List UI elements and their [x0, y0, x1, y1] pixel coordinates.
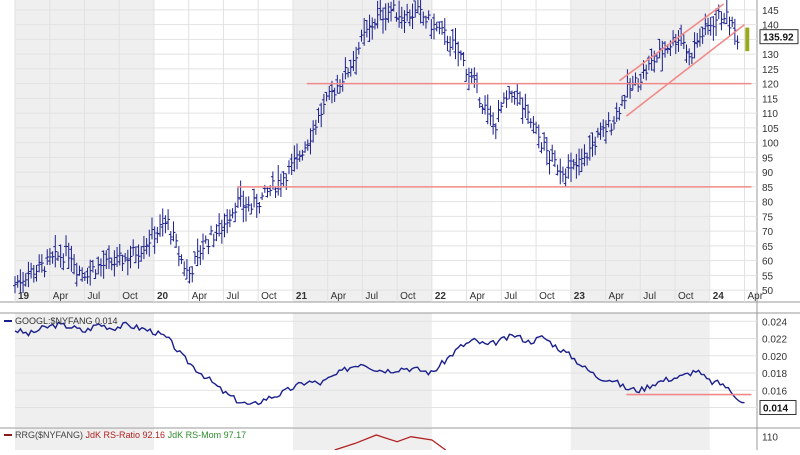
y-tick-label: 60 [762, 257, 774, 268]
y-tick-label: 140 [762, 21, 779, 32]
y-tick-label: 90 [762, 168, 774, 179]
x-tick-label: 24 [713, 291, 725, 302]
y-tick-label: 130 [762, 50, 779, 61]
channel-line [625, 24, 745, 117]
year-band [292, 428, 432, 450]
y-tick-label: 110 [762, 433, 778, 444]
y-tick-label: 55 [762, 271, 774, 282]
y-tick-label: 110 [762, 109, 778, 120]
x-tick-label: Jul [87, 291, 100, 302]
y-tick-label: 85 [762, 183, 774, 194]
legend-part: JdK RS-Ratio 92.16 [86, 430, 166, 440]
x-tick-label: Oct [400, 291, 416, 302]
legend-part: JdK RS-Mom 97.17 [168, 430, 247, 440]
x-tick-label: Jul [365, 291, 378, 302]
last-price-box [759, 29, 799, 45]
x-tick-label: Apr [331, 291, 347, 302]
x-tick-label: Jul [226, 291, 239, 302]
y-tick-label: 120 [762, 80, 779, 91]
y-tick-label: 75 [762, 212, 774, 223]
y-tick-label: 80 [762, 198, 774, 209]
relative-strength-line [14, 321, 745, 406]
x-tick-label: Oct [122, 291, 138, 302]
y-tick-label: 0.020 [762, 352, 787, 363]
x-tick-label: Apr [53, 291, 69, 302]
x-tick-label: Oct [678, 291, 694, 302]
x-tick-label: 21 [296, 291, 308, 302]
x-tick-label: Apr [192, 291, 208, 302]
y-tick-label: 100 [762, 139, 779, 150]
y-tick-label: 105 [762, 124, 779, 135]
x-tick-label: 19 [18, 291, 30, 302]
year-band [570, 428, 710, 450]
x-tick-label: 22 [435, 291, 447, 302]
y-tick-label: 0.022 [762, 335, 787, 346]
y-tick-label: 0.024 [762, 317, 787, 328]
x-tick-label: Oct [539, 291, 555, 302]
x-tick-label: Apr [470, 291, 486, 302]
y-tick-label: 125 [762, 65, 779, 76]
x-tick-label: Apr [609, 291, 625, 302]
y-tick-label: 115 [762, 94, 778, 105]
x-tick-label: Jul [643, 291, 656, 302]
year-band [570, 313, 710, 427]
last-value-label: 0.014 [763, 403, 788, 414]
y-tick-label: 50 [762, 286, 774, 297]
y-tick-label: 0.018 [762, 369, 787, 380]
x-tick-label: 23 [574, 291, 586, 302]
legend-label: GOOGL:$NYFANG 0.014 [15, 316, 118, 326]
y-tick-label: 0.016 [762, 386, 787, 397]
y-tick-label: 70 [762, 227, 774, 238]
last-value-box [759, 399, 797, 415]
x-tick-label: Jul [504, 291, 517, 302]
rs-ratio-line [334, 434, 447, 451]
legend-part: RRG($NYFANG) [15, 430, 86, 440]
x-tick-label: Apr [747, 291, 763, 302]
y-tick-label: 95 [762, 153, 774, 164]
rrg-legend-label: RRG($NYFANG) JdK RS-Ratio 92.16 JdK RS-M… [15, 430, 246, 440]
y-tick-label: 145 [762, 6, 779, 17]
year-band [15, 428, 154, 450]
x-tick-label: 20 [157, 291, 169, 302]
last-price-label: 135.92 [763, 33, 794, 44]
y-tick-label: 65 [762, 242, 774, 253]
year-band [15, 313, 154, 427]
channel-line [618, 3, 725, 82]
x-tick-label: Oct [261, 291, 277, 302]
last-price-bar [745, 27, 750, 52]
